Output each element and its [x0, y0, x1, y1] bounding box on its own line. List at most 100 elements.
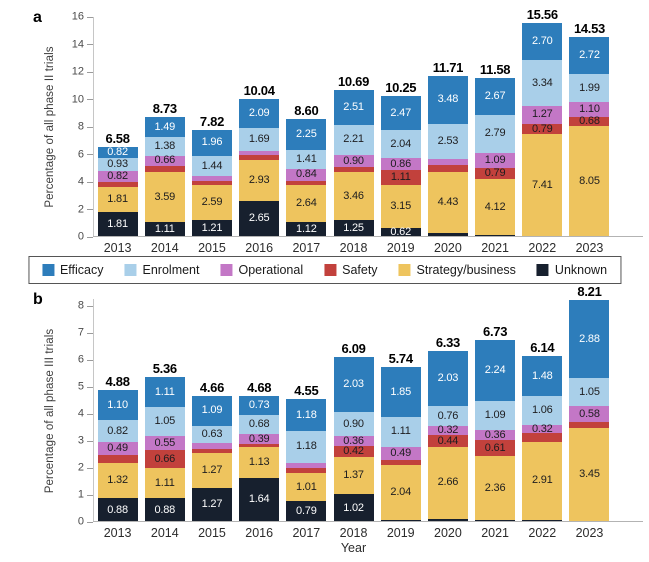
x-tick-label-2014: 2014 — [150, 526, 179, 540]
segment-strategy-business-2014: 3.59 — [144, 172, 185, 222]
segment-efficacy-2022: 1.48 — [522, 356, 563, 397]
bar-slot-2014: 5.36 1.11 1.05 0.55 0.66 1.11 0.88 2014 — [141, 279, 188, 539]
legend-label: Operational — [238, 263, 304, 277]
segment-value-label: 0.49 — [107, 442, 128, 455]
segment-value-label: 1.11 — [154, 476, 175, 489]
bars-area: 6.58 0.82 0.93 0.82 1.81 1.81 2013 8.73 1.49 1.38… — [94, 0, 613, 254]
efficacy-swatch-icon — [41, 264, 54, 276]
segment-value-label: 1.02 — [343, 501, 364, 514]
segment-efficacy-2015: 1.09 — [191, 396, 232, 426]
segment-value-label: 1.09 — [484, 153, 506, 166]
segment-unknown-2020 — [427, 518, 468, 522]
legend: Efficacy Enrolment Operational Safety Strate… — [27, 256, 622, 284]
legend-label: Strategy/business — [416, 263, 516, 277]
bar-slot-2023: 14.53 2.72 1.99 1.10 0.68 8.05 2023 — [566, 0, 613, 254]
x-tick-label-2019: 2019 — [386, 526, 415, 540]
stacked-bar-2018: 6.09 2.03 0.90 0.36 0.42 1.37 1.02 — [333, 342, 374, 522]
segment-safety-2020 — [427, 164, 468, 172]
y-tick-label: 2 — [77, 203, 84, 215]
segment-value-label: 2.79 — [484, 127, 506, 140]
panel-b-plot-area: 0 1 2 3 4 5 6 7 8 4.88 1.10 0.82 0.49 1.32 0.88 2013 5.3… — [78, 285, 643, 539]
segment-value-label: 2.70 — [531, 35, 553, 48]
segment-efficacy-2013: 0.82 — [97, 146, 138, 158]
segment-value-label: 0.79 — [531, 122, 553, 135]
segment-safety-2013 — [97, 181, 138, 188]
segment-strategy-business-2018: 3.46 — [333, 172, 374, 220]
segment-unknown-2017: 0.79 — [286, 500, 327, 522]
bar-total-label-2017: 8.60 — [294, 102, 319, 118]
segment-value-label: 2.25 — [296, 127, 317, 140]
segment-unknown-2022 — [522, 236, 563, 237]
stacked-bar-2013: 4.88 1.10 0.82 0.49 1.32 0.88 — [97, 375, 138, 522]
segment-efficacy-2020: 2.03 — [427, 351, 468, 406]
segment-efficacy-2014: 1.49 — [144, 116, 185, 138]
y-tick-mark — [87, 126, 93, 128]
segment-value-label: 0.32 — [531, 422, 553, 435]
segment-operational-2016 — [239, 150, 280, 156]
segment-value-label: 0.36 — [343, 434, 364, 447]
segment-value-label: 1.11 — [390, 171, 411, 184]
panel-b-letter: b — [33, 291, 43, 308]
x-tick-label-2021: 2021 — [481, 241, 509, 255]
segment-unknown-2023 — [569, 520, 610, 522]
segment-enrolment-2020: 0.76 — [427, 405, 468, 427]
x-axis-title: Year — [340, 541, 367, 555]
segment-enrolment-2020: 2.53 — [427, 123, 468, 159]
bar-slot-2013: 6.58 0.82 0.93 0.82 1.81 1.81 2013 — [94, 0, 141, 254]
bar-total-label-2019: 5.74 — [388, 351, 413, 367]
segment-operational-2017: 0.84 — [286, 169, 327, 181]
stacked-bar-2020: 6.33 2.03 0.76 0.32 0.44 2.66 — [427, 336, 468, 522]
x-tick-label-2016: 2016 — [245, 241, 274, 255]
segment-value-label: 4.12 — [484, 200, 506, 213]
segment-enrolment-2023: 1.05 — [569, 378, 610, 407]
bar-slot-2020: 6.33 2.03 0.76 0.32 0.44 2.66 2020 — [424, 279, 471, 539]
segment-value-label: 8.05 — [579, 175, 600, 188]
segment-value-label: 0.63 — [201, 427, 223, 440]
segment-value-label: 0.36 — [484, 428, 506, 441]
segment-value-label: 0.93 — [107, 157, 128, 170]
segment-value-label: 1.12 — [296, 222, 317, 235]
panel-a-plot-area: 0 2 4 6 8 10 12 14 16 6.58 0.82 0.93 0.82 1.81 1.81 201… — [72, 8, 643, 254]
segment-efficacy-2017: 1.18 — [286, 399, 327, 432]
segment-safety-2015 — [191, 448, 232, 454]
segment-strategy-business-2019: 3.15 — [380, 185, 421, 229]
segment-efficacy-2013: 1.10 — [97, 390, 138, 420]
y-tick-label: 4 — [77, 175, 84, 188]
x-tick-label-2016: 2016 — [245, 526, 274, 540]
segment-value-label: 0.90 — [343, 154, 364, 167]
segment-value-label: 1.18 — [296, 408, 317, 421]
segment-value-label: 1.10 — [579, 102, 600, 115]
bar-slot-2016: 10.04 2.09 1.69 2.93 2.65 2016 — [236, 0, 283, 254]
bar-slot-2019: 5.74 1.85 1.11 0.49 2.04 2019 — [377, 279, 424, 539]
segment-strategy-business-2022: 2.91 — [522, 441, 563, 521]
bar-total-label-2018: 6.09 — [341, 341, 366, 357]
segment-unknown-2014: 1.11 — [144, 221, 185, 237]
segment-value-label: 1.81 — [107, 218, 128, 231]
segment-unknown-2021 — [475, 520, 516, 522]
x-tick-label-2022: 2022 — [528, 526, 557, 540]
y-tick-label: 16 — [71, 10, 84, 23]
segment-operational-2019: 0.86 — [380, 158, 421, 170]
segment-enrolment-2016: 1.69 — [239, 127, 280, 151]
segment-unknown-2022 — [522, 520, 563, 522]
bar-slot-2018: 6.09 2.03 0.90 0.36 0.42 1.37 1.02 2018 — [330, 279, 377, 539]
bar-total-label-2014: 8.73 — [152, 100, 177, 116]
segment-enrolment-2023: 1.99 — [569, 74, 610, 102]
legend-item-efficacy: Efficacy — [41, 263, 104, 277]
segment-value-label: 1.09 — [201, 404, 223, 417]
segment-value-label: 0.66 — [154, 154, 176, 167]
stacked-bar-2014: 8.73 1.49 1.38 0.66 3.59 1.11 — [144, 102, 185, 237]
segment-efficacy-2019: 2.47 — [380, 96, 421, 131]
segment-value-label: 0.58 — [579, 407, 600, 420]
segment-operational-2019: 0.49 — [380, 446, 421, 461]
segment-value-label: 1.13 — [248, 455, 270, 468]
bar-total-label-2020: 6.33 — [435, 335, 460, 351]
segment-safety-2019 — [380, 460, 421, 466]
bar-slot-2017: 4.55 1.18 1.18 1.01 0.79 2017 — [283, 279, 330, 539]
segment-enrolment-2015: 0.63 — [191, 425, 232, 443]
x-tick-label-2015: 2015 — [198, 526, 226, 540]
segment-value-label: 2.03 — [437, 372, 459, 385]
stacked-bar-2019: 5.74 1.85 1.11 0.49 2.04 — [380, 352, 421, 522]
bar-slot-2022: 15.56 2.70 3.34 1.27 0.79 7.41 2022 — [519, 0, 566, 254]
segment-value-label: 1.25 — [343, 221, 364, 234]
